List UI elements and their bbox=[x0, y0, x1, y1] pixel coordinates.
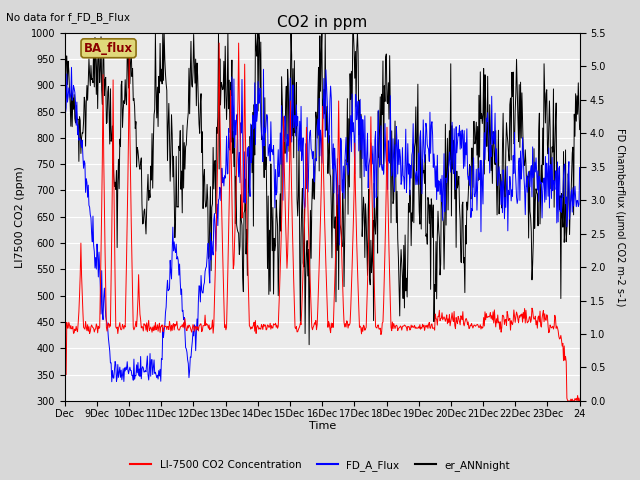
Y-axis label: FD Chamberflux (μmol CO2 m-2 s-1): FD Chamberflux (μmol CO2 m-2 s-1) bbox=[615, 128, 625, 306]
X-axis label: Time: Time bbox=[308, 421, 336, 432]
Legend: LI-7500 CO2 Concentration, FD_A_Flux, er_ANNnight: LI-7500 CO2 Concentration, FD_A_Flux, er… bbox=[126, 456, 514, 475]
Text: BA_flux: BA_flux bbox=[84, 42, 133, 55]
Y-axis label: LI7500 CO2 (ppm): LI7500 CO2 (ppm) bbox=[15, 166, 25, 268]
Title: CO2 in ppm: CO2 in ppm bbox=[277, 15, 367, 30]
Text: No data for f_FD_B_Flux: No data for f_FD_B_Flux bbox=[6, 12, 131, 23]
